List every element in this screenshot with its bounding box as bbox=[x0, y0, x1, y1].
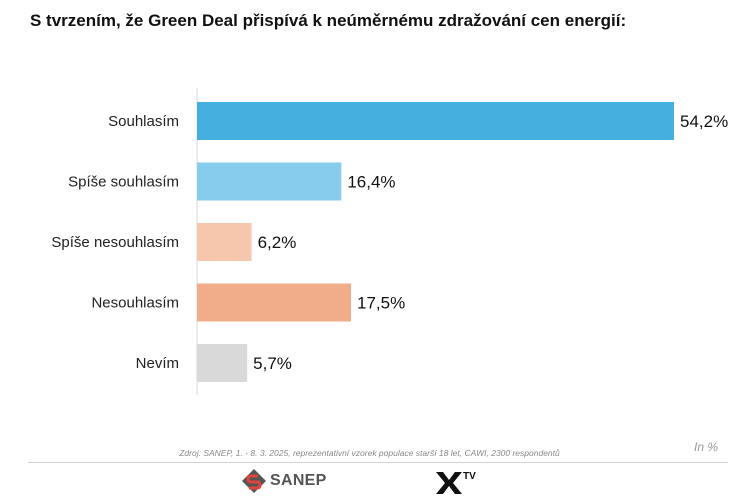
bar-3 bbox=[197, 223, 252, 261]
bar-5 bbox=[197, 344, 248, 382]
unit-note: In % bbox=[693, 440, 718, 454]
bar-chart: Souhlasím 54,2% Spíše souhlasím 16,4% Spíše … bbox=[51, 88, 728, 395]
bar-1 bbox=[197, 102, 674, 140]
value-label-2: 16,4% bbox=[347, 173, 395, 192]
category-label-1: Souhlasím bbox=[108, 113, 179, 130]
bar-2 bbox=[197, 162, 342, 201]
xtv-logo-text: TV bbox=[463, 471, 476, 482]
value-label-3: 6,2% bbox=[258, 233, 297, 252]
sanep-logo-icon bbox=[242, 469, 266, 493]
chart-title: S tvrzením, že Green Deal přispívá k neú… bbox=[30, 11, 627, 30]
bar-4 bbox=[197, 283, 352, 322]
sanep-logo: SANEP bbox=[241, 466, 327, 496]
category-label-5: Nevím bbox=[136, 355, 179, 372]
xtv-logo-icon: TV bbox=[436, 471, 476, 494]
value-label-5: 5,7% bbox=[253, 354, 292, 373]
category-label-4: Nesouhlasím bbox=[91, 295, 179, 312]
category-label-3: Spíše nesouhlasím bbox=[51, 234, 179, 251]
category-label-2: Spíše souhlasím bbox=[68, 174, 179, 191]
xtv-logo: TV bbox=[433, 468, 483, 498]
sanep-logo-text: SANEP bbox=[270, 472, 327, 489]
source-note: Zdroj: SANEP, 1. - 8. 3. 2025, reprezent… bbox=[179, 448, 560, 458]
value-label-1: 54,2% bbox=[680, 112, 728, 131]
value-label-4: 17,5% bbox=[357, 294, 405, 313]
footer-divider bbox=[28, 462, 728, 463]
